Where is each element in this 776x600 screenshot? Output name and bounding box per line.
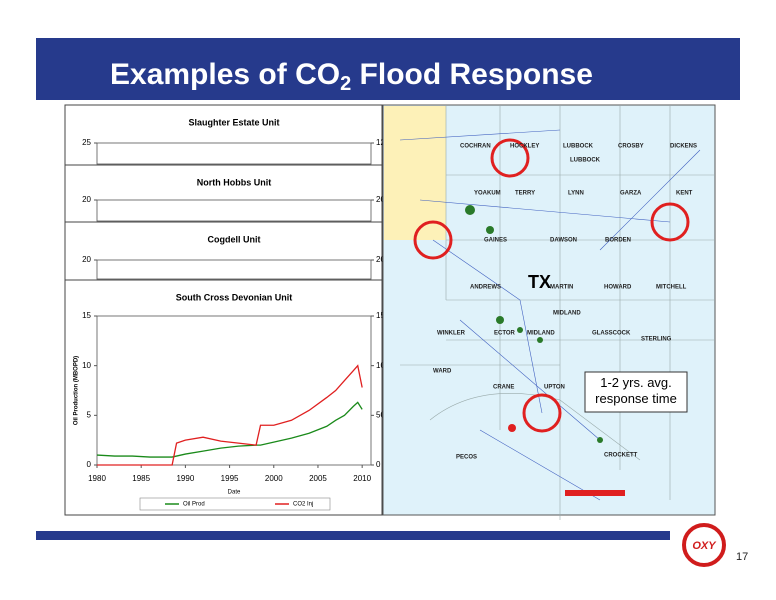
- county-label: GARZA: [620, 191, 642, 197]
- x-tick-label: 2010: [353, 474, 371, 483]
- legend-label: Oil Prod: [183, 502, 205, 508]
- slide-title: Examples of CO2 Flood Response: [110, 58, 593, 95]
- title-subscript: 2: [340, 73, 351, 95]
- series-line: [96, 401, 363, 458]
- chart-panel: [64, 221, 383, 281]
- x-tick-label: 2005: [309, 474, 327, 483]
- county-label: HOWARD: [604, 285, 632, 291]
- map-bg: [382, 104, 716, 516]
- county-label: YOAKUM: [474, 191, 501, 197]
- y-tick-label: 10: [82, 361, 91, 370]
- logo-text: OXY: [692, 540, 717, 552]
- county-label: DAWSON: [550, 238, 577, 244]
- fields: [465, 205, 603, 443]
- x-tick-label: 1995: [221, 474, 239, 483]
- highlight-circles: [413, 138, 690, 433]
- county-label: DICKENS: [670, 144, 697, 150]
- county-label: WARD: [433, 369, 452, 375]
- legend-label: CO2 Inj: [293, 502, 313, 508]
- map-nm: [384, 106, 446, 240]
- county-label: WINKLER: [437, 331, 466, 337]
- plot-frame: [96, 315, 372, 466]
- y-tick-label: 20: [82, 195, 91, 204]
- chart-panel: [64, 104, 383, 166]
- county-label: GLASSCOCK: [592, 331, 631, 337]
- legend-box: [139, 497, 331, 511]
- title-banner: [36, 38, 740, 100]
- callout-line: 1-2 yrs. avg.: [600, 375, 672, 390]
- county-label: BORDEN: [605, 238, 631, 244]
- chart-title: North Hobbs Unit: [197, 177, 272, 187]
- title-part: Flood Response: [351, 58, 593, 91]
- callout-box: [584, 371, 688, 413]
- callout-text: 1-2 yrs. avg. response time: [595, 375, 677, 406]
- y2-tick-label: 0: [376, 460, 381, 469]
- county-label: CROSBY: [618, 144, 644, 150]
- county-label: LUBBOCK: [563, 144, 594, 150]
- state-label: TX: [528, 272, 551, 292]
- county-label: STERLING: [641, 337, 672, 343]
- title-part: Examples of CO: [110, 58, 340, 91]
- x-tick-label: 2000: [265, 474, 283, 483]
- y-axis-label: Oil Production (MBOPD): [74, 356, 80, 425]
- county-label: ANDREWS: [470, 285, 501, 291]
- chart-title: South Cross Devonian Unit: [176, 292, 293, 302]
- county-label: KENT: [676, 191, 693, 197]
- y-tick-label: 15: [82, 311, 91, 320]
- city-label: MIDLAND: [553, 311, 581, 317]
- pipelines: [399, 129, 701, 501]
- x-tick-label: 1990: [176, 474, 194, 483]
- county-lines: [400, 106, 715, 520]
- y-tick-label: 5: [87, 410, 92, 419]
- county-label: HOCKLEY: [510, 144, 539, 150]
- y2-tick-label: 50: [376, 410, 385, 419]
- county-label: PECOS: [456, 455, 477, 461]
- county-label: GAINES: [484, 238, 507, 244]
- map: TX LUBBOCK MIDLAND COCHRAN HOCKLEY LUBBO…: [382, 104, 716, 520]
- county-label: CROCKETT: [604, 453, 638, 459]
- chart-title: Cogdell Unit: [208, 234, 261, 244]
- county-label: MIDLAND: [527, 331, 555, 337]
- city-label: LUBBOCK: [570, 158, 601, 164]
- charts: Slaughter Estate Unit25125North Hobbs Un…: [64, 104, 396, 516]
- series-line: [97, 364, 363, 466]
- plot-frame: [96, 199, 372, 222]
- co2-fields: [508, 424, 625, 496]
- county-label: MARTIN: [550, 285, 573, 291]
- footer-bar: [36, 531, 670, 540]
- county-label: UPTON: [544, 385, 565, 391]
- y-tick-label: 25: [82, 138, 91, 147]
- plot-frame: [96, 259, 372, 280]
- y-tick-label: 20: [82, 255, 91, 264]
- county-label: COCHRAN: [460, 144, 491, 150]
- chart-title: Slaughter Estate Unit: [188, 117, 279, 127]
- county-label: LYNN: [568, 191, 584, 197]
- county-label: TERRY: [515, 191, 535, 197]
- county-label: CRANE: [493, 385, 514, 391]
- y-tick-label: 0: [87, 460, 92, 469]
- chart-panel: [64, 279, 383, 516]
- logo: [682, 523, 726, 567]
- county-label: ECTOR: [494, 331, 516, 337]
- chart-panel: [64, 164, 383, 223]
- x-tick-label: 1980: [88, 474, 106, 483]
- plot-frame: [96, 142, 372, 165]
- x-tick-label: 1985: [132, 474, 150, 483]
- county-label: MITCHELL: [656, 285, 687, 291]
- x-axis-label: Date: [228, 490, 241, 496]
- callout-line: response time: [595, 391, 677, 406]
- page-number: 17: [736, 551, 748, 563]
